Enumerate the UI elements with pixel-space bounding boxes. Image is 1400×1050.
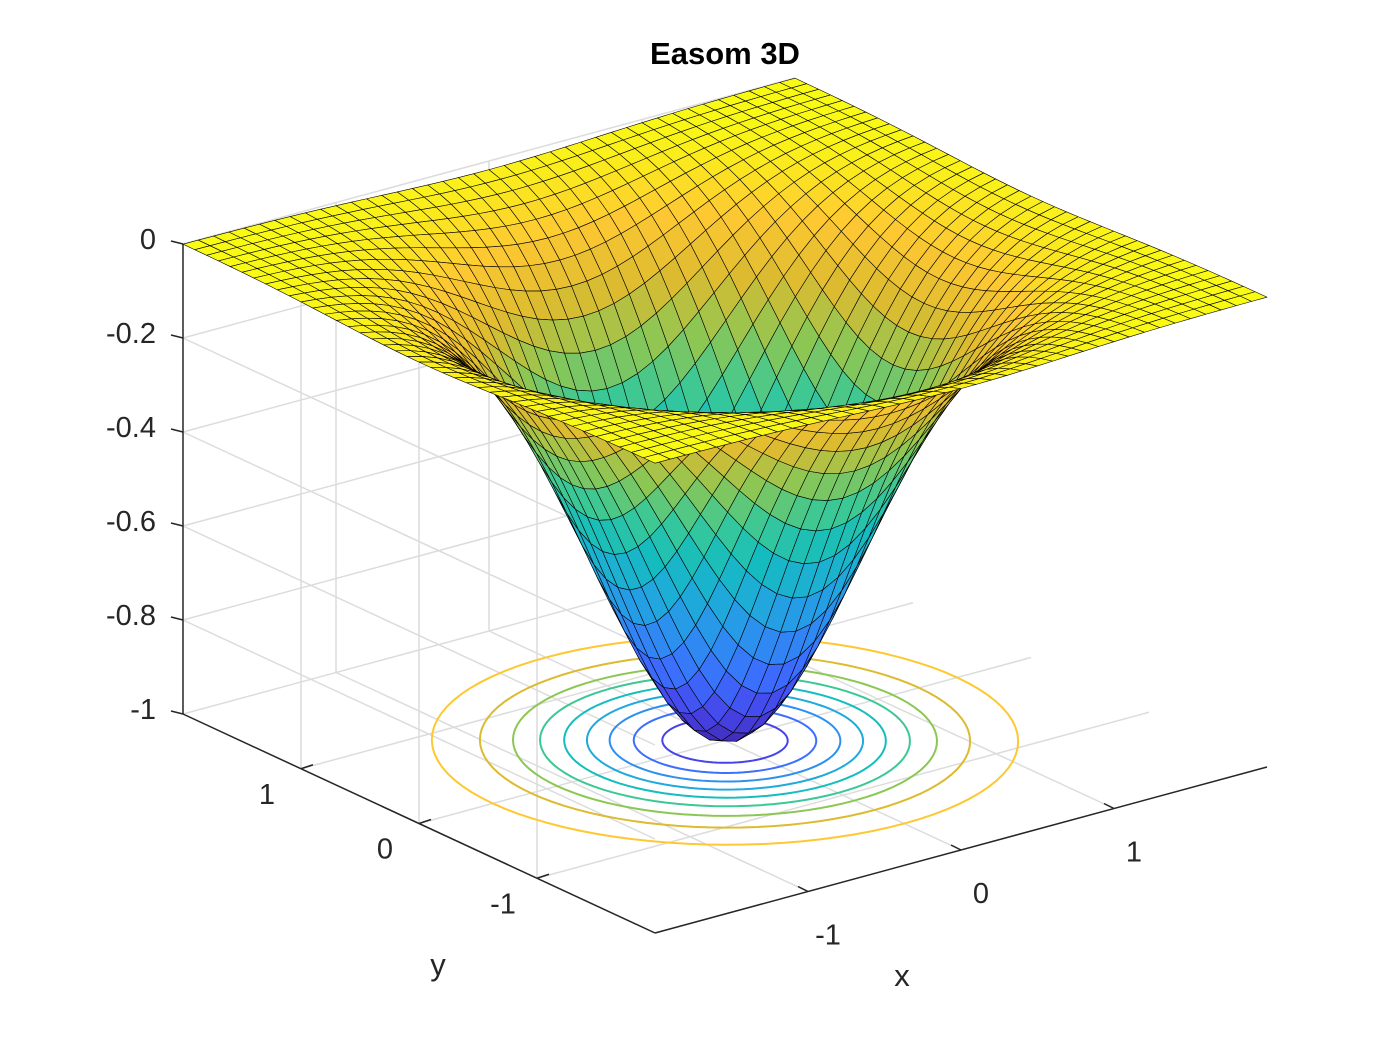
axes-layer: -1 0 1 -1 0 1 0 -0.2 -0.4 -0.6 -0.8 -1	[106, 224, 1268, 952]
x-axis-label: x	[894, 958, 910, 993]
z-tick-label-1: -0.2	[106, 318, 156, 350]
z-tick-3	[170, 522, 184, 527]
z-tick-5	[170, 710, 184, 715]
surface-layer	[182, 77, 1268, 742]
x-tick-1	[950, 844, 962, 851]
y-tick-label-0: -1	[490, 888, 516, 920]
x-tick-label-0: -1	[815, 920, 841, 952]
y-tick-1	[418, 818, 432, 825]
z-tick-1	[170, 334, 184, 339]
y-tick-0	[536, 873, 550, 879]
z-tick-4	[170, 616, 184, 621]
z-tick-0	[170, 240, 184, 245]
x-tick-2	[1103, 802, 1115, 810]
z-tick-2	[170, 428, 184, 433]
x-tick-label-1: 0	[973, 878, 989, 910]
y-tick-label-1: 0	[377, 834, 393, 866]
chart-title: Easom 3D	[650, 36, 800, 71]
z-tick-label-3: -0.6	[106, 506, 156, 538]
y-tick-2	[300, 764, 314, 770]
x-tick-0	[797, 885, 809, 893]
y-tick-label-2: 1	[259, 779, 275, 811]
z-tick-label-4: -0.8	[106, 600, 156, 632]
z-tick-label-5: -1	[130, 694, 156, 726]
z-tick-label-0: 0	[140, 224, 156, 256]
z-tick-label-2: -0.4	[106, 412, 156, 444]
y-axis-label: y	[430, 947, 446, 982]
x-tick-label-2: 1	[1126, 837, 1142, 869]
grid-line-y-floor-0	[536, 711, 1150, 879]
surface-patch-39-0	[1239, 291, 1268, 302]
